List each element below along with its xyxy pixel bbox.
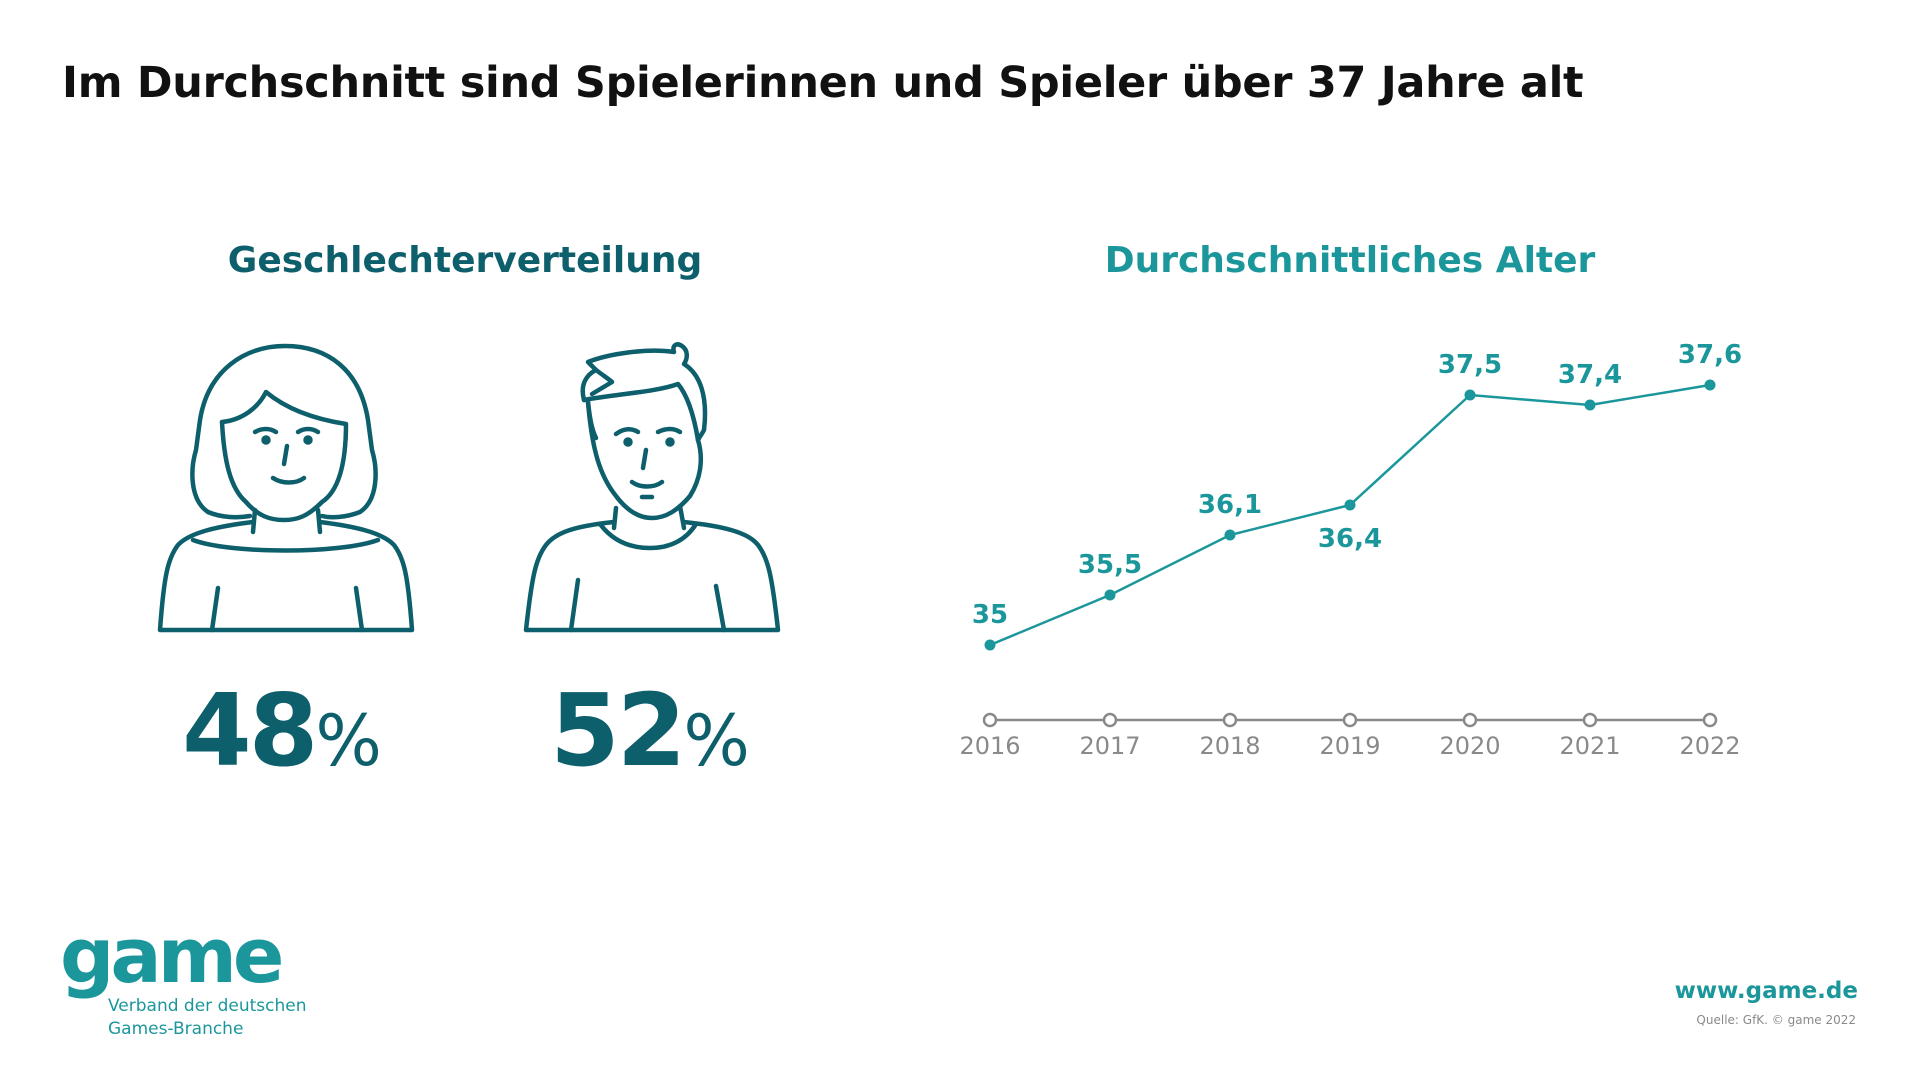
data-point xyxy=(1704,379,1716,391)
data-label: 36,1 xyxy=(1198,490,1262,520)
data-label: 35,5 xyxy=(1078,550,1142,580)
page-title: Im Durchschnitt sind Spielerinnen und Sp… xyxy=(62,58,1584,108)
data-point xyxy=(1464,389,1476,401)
x-axis-tick xyxy=(1582,712,1598,728)
average-age-heading: Durchschnittliches Alter xyxy=(1104,240,1596,281)
x-axis-tick xyxy=(1462,712,1478,728)
data-label: 36,4 xyxy=(1318,524,1382,554)
x-tick-label: 2016 xyxy=(959,732,1020,760)
women-percentage-unit: % xyxy=(315,700,382,782)
men-percentage-value: 52 xyxy=(550,672,686,789)
game-logo: game Verband der deutschen Games-Branche xyxy=(60,918,306,1040)
data-label: 35 xyxy=(972,600,1008,630)
x-tick-label: 2021 xyxy=(1559,732,1620,760)
men-percentage: 52% xyxy=(520,672,780,789)
data-label: 37,4 xyxy=(1558,360,1622,390)
gender-distribution-heading: Geschlechterverteilung xyxy=(227,240,703,281)
x-axis-tick xyxy=(1222,712,1238,728)
average-age-line-chart: 2016 2017 2018 2019 2020 2021 2022 35 35,5 36,1 3… xyxy=(959,340,1742,760)
x-tick-label: 2022 xyxy=(1679,732,1740,760)
x-tick-label: 2019 xyxy=(1319,732,1380,760)
data-point xyxy=(1104,589,1116,601)
data-point xyxy=(1344,499,1356,511)
data-point xyxy=(1584,399,1596,411)
logo-subtitle-line-1: Verband der deutschen xyxy=(108,996,307,1016)
x-tick-label: 2018 xyxy=(1199,732,1260,760)
data-point xyxy=(1224,529,1236,541)
x-tick-label: 2017 xyxy=(1079,732,1140,760)
women-percentage: 48% xyxy=(152,672,412,789)
logo-wordmark: game xyxy=(60,911,284,1000)
logo-subtitle-line-2: Games-Branche xyxy=(108,1019,244,1039)
x-axis-tick xyxy=(1702,712,1718,728)
men-percentage-unit: % xyxy=(683,700,750,782)
x-tick-label: 2020 xyxy=(1439,732,1500,760)
website-link[interactable]: www.game.de xyxy=(1674,978,1858,1004)
data-point xyxy=(984,639,996,651)
x-axis-tick xyxy=(982,712,998,728)
source-note: Quelle: GfK. © game 2022 xyxy=(1696,1013,1856,1027)
man-icon xyxy=(523,342,781,633)
data-label: 37,6 xyxy=(1678,340,1742,370)
series-line xyxy=(989,383,1711,647)
x-axis-tick xyxy=(1342,712,1358,728)
women-percentage-value: 48 xyxy=(182,672,318,789)
woman-icon xyxy=(157,343,415,633)
x-axis-tick xyxy=(1102,712,1118,728)
data-label: 37,5 xyxy=(1438,350,1502,380)
